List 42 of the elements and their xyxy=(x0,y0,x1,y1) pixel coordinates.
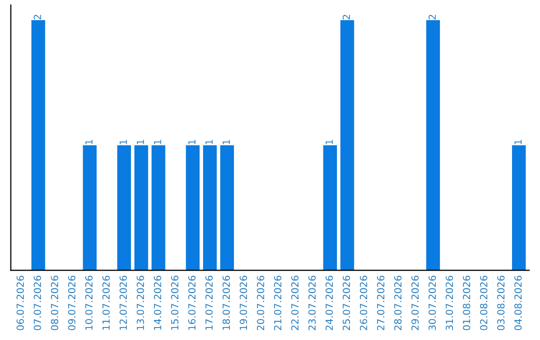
x-tick-label: 22.07.2026 xyxy=(291,276,299,330)
data-label: 1 xyxy=(326,140,333,144)
x-tick-label: 26.07.2026 xyxy=(360,276,368,330)
data-label: 1 xyxy=(136,140,144,144)
data-label: 1 xyxy=(120,140,127,144)
x-tick-label: 08.07.2026 xyxy=(50,276,58,330)
x-tick-label: 30.07.2026 xyxy=(428,276,436,330)
x-tick-label: 16.07.2026 xyxy=(188,276,196,330)
x-tick-label: 10.07.2026 xyxy=(85,276,93,330)
x-tick-label: 21.07.2026 xyxy=(274,276,282,330)
x-tick-label: 20.07.2026 xyxy=(256,276,264,330)
x-tick-label: 01.08.2026 xyxy=(462,276,470,330)
x-tick-label: 31.07.2026 xyxy=(446,276,454,330)
x-tick-label: 25.07.2026 xyxy=(342,276,350,330)
x-tick-label: 23.07.2026 xyxy=(308,276,316,330)
data-label: 1 xyxy=(514,140,522,144)
data-label: 2 xyxy=(428,14,436,20)
x-tick-label: 19.07.2026 xyxy=(240,276,248,330)
data-label: 1 xyxy=(206,140,213,144)
x-tick-label: 28.07.2026 xyxy=(394,276,402,330)
x-tick-label: 17.07.2026 xyxy=(205,276,213,330)
x-tick-label: 29.07.2026 xyxy=(411,276,419,330)
x-tick-label: 13.07.2026 xyxy=(136,276,144,330)
data-label: 2 xyxy=(342,14,350,20)
x-tick-label: 03.08.2026 xyxy=(497,276,505,330)
x-tick-label: 06.07.2026 xyxy=(16,276,24,330)
x-tick-label: 15.07.2026 xyxy=(171,276,178,330)
x-tick-label: 27.07.2026 xyxy=(377,276,384,330)
x-tick-label: 24.07.2026 xyxy=(326,276,333,330)
x-tick-label: 02.08.2026 xyxy=(480,276,488,330)
x-tick-label: 14.07.2026 xyxy=(154,276,162,330)
x-tick-label: 11.07.2026 xyxy=(102,276,110,330)
x-tick-label: 18.07.2026 xyxy=(222,276,230,330)
data-label: 1 xyxy=(154,140,162,144)
x-tick-label: 09.07.2026 xyxy=(68,276,76,330)
data-label: 1 xyxy=(188,140,196,144)
data-label: 1 xyxy=(222,140,230,144)
data-label: 2 xyxy=(34,14,41,20)
x-tick-label: 04.08.2026 xyxy=(514,276,522,330)
data-label: 1 xyxy=(85,140,92,144)
x-tick-label: 12.07.2026 xyxy=(120,276,127,330)
x-tick-label: 07.07.2026 xyxy=(34,276,42,330)
